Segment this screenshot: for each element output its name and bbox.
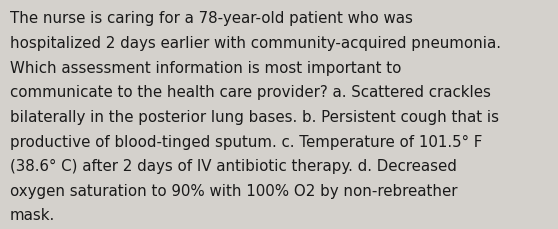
Text: bilaterally in the posterior lung bases. b. Persistent cough that is: bilaterally in the posterior lung bases.…	[10, 109, 499, 124]
Text: (38.6° C) after 2 days of IV antibiotic therapy. d. Decreased: (38.6° C) after 2 days of IV antibiotic …	[10, 158, 457, 173]
Text: productive of blood-tinged sputum. c. Temperature of 101.5° F: productive of blood-tinged sputum. c. Te…	[10, 134, 483, 149]
Text: communicate to the health care provider? a. Scattered crackles: communicate to the health care provider?…	[10, 85, 491, 100]
Text: hospitalized 2 days earlier with community-acquired pneumonia.: hospitalized 2 days earlier with communi…	[10, 36, 501, 51]
Text: Which assessment information is most important to: Which assessment information is most imp…	[10, 60, 401, 75]
Text: oxygen saturation to 90% with 100% O2 by non-rebreather: oxygen saturation to 90% with 100% O2 by…	[10, 183, 458, 198]
Text: The nurse is caring for a 78-year-old patient who was: The nurse is caring for a 78-year-old pa…	[10, 11, 413, 26]
Text: mask.: mask.	[10, 207, 55, 222]
